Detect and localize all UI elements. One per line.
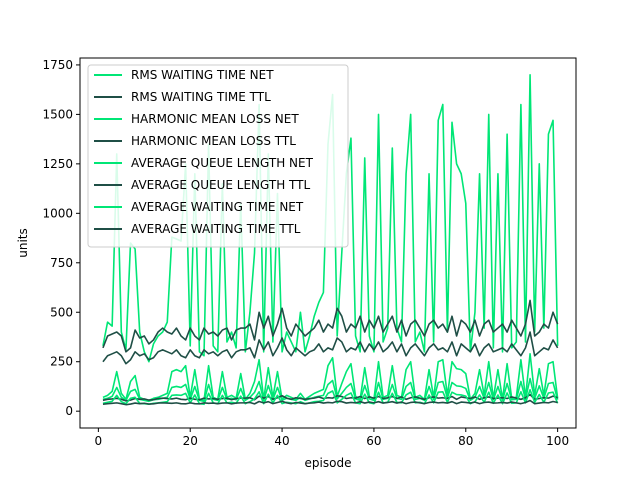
legend-entry: RMS WAITING TIME TTL: [131, 90, 271, 104]
y-tick-label: 500: [50, 305, 73, 319]
x-tick-label: 0: [95, 434, 103, 448]
x-tick-label: 40: [274, 434, 289, 448]
x-tick-label: 80: [458, 434, 473, 448]
legend-entry: AVERAGE WAITING TIME NET: [131, 200, 304, 214]
legend-entry: HARMONIC MEAN LOSS TTL: [131, 134, 296, 148]
series-line-2: [102, 299, 559, 353]
legend-entry: RMS WAITING TIME NET: [131, 68, 274, 82]
series-line-4: [102, 331, 559, 365]
plot-frame: [79, 57, 577, 429]
y-tick-label: 750: [50, 256, 73, 270]
series-line-7: [102, 389, 559, 406]
y-tick-label: 1000: [42, 206, 73, 220]
y-axis: 0 250 500 750 1000 1250 1500 1750: [42, 58, 80, 418]
y-tick-label: 1250: [42, 157, 73, 171]
legend-entry: AVERAGE WAITING TIME TTL: [131, 222, 301, 236]
series-line-8: [102, 399, 558, 406]
x-axis-label: episode: [305, 456, 352, 470]
series-line-5: [102, 377, 559, 403]
legend-entry: HARMONIC MEAN LOSS NET: [131, 112, 299, 126]
y-axis-label: units: [16, 228, 30, 258]
series-line-3: [102, 352, 559, 402]
x-tick-label: 20: [183, 434, 198, 448]
legend: RMS WAITING TIME NET RMS WAITING TIME TTL…: [87, 64, 349, 248]
series-layer: [102, 74, 559, 406]
x-tick-label: 60: [366, 434, 381, 448]
y-tick-label: 0: [65, 404, 73, 418]
x-tick-label: 100: [546, 434, 569, 448]
y-tick-label: 1500: [42, 107, 73, 121]
legend-frame: [87, 64, 349, 248]
y-tick-label: 250: [50, 355, 73, 369]
legend-entry: AVERAGE QUEUE LENGTH TTL: [131, 178, 311, 192]
legend-entry: AVERAGE QUEUE LENGTH NET: [131, 156, 314, 170]
y-tick-label: 1750: [42, 58, 73, 72]
x-axis: 0 20 40 60 80 100: [95, 428, 569, 448]
